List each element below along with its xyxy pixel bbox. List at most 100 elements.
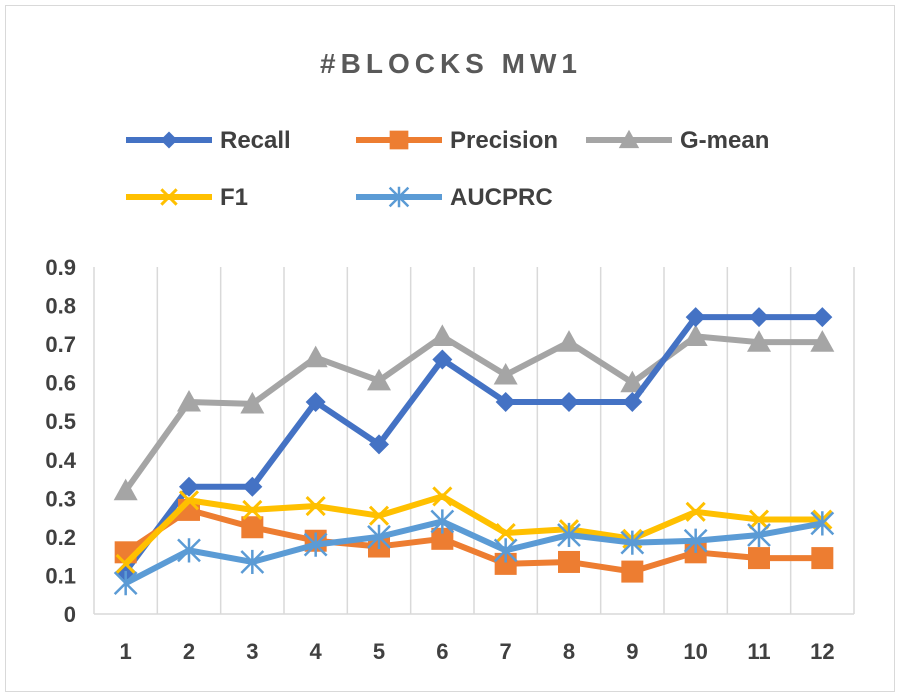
data-point (685, 501, 706, 522)
data-point (241, 516, 264, 539)
x-tick-label: 4 (310, 639, 323, 664)
legend-item: G-mean (586, 127, 769, 154)
data-point (495, 391, 516, 412)
x-tick-label: 7 (500, 639, 512, 664)
series-recall (115, 307, 833, 582)
y-tick-label: 0.7 (45, 332, 76, 357)
data-point (622, 391, 643, 412)
series-line (123, 333, 823, 493)
data-point (811, 547, 834, 570)
data-point (179, 476, 199, 497)
data-point (812, 307, 833, 328)
data-point (430, 509, 455, 534)
data-point (493, 362, 518, 385)
y-axis: 0 0.1 0.2 0.3 0.4 0.5 0.6 0.7 0.8 0.9 (45, 255, 76, 627)
data-point (368, 505, 390, 526)
x-tick-label: 9 (626, 639, 638, 664)
plot-area (113, 307, 835, 596)
y-tick-label: 0.2 (45, 525, 76, 550)
data-point (749, 307, 769, 328)
data-point (431, 527, 454, 550)
data-point (303, 345, 328, 368)
legend-item: F1 (126, 184, 248, 211)
data-point (747, 522, 771, 548)
x-tick-label: 12 (810, 639, 834, 664)
y-tick-label: 0.8 (45, 294, 76, 319)
series-g-mean (113, 324, 835, 501)
series-line (123, 493, 823, 566)
data-point (240, 391, 265, 414)
data-point (494, 552, 517, 575)
legend-marker (160, 131, 178, 149)
legend-label: Recall (220, 127, 291, 154)
data-point (240, 549, 265, 575)
data-point (432, 349, 453, 370)
chart-title: #BLOCKS MW1 (320, 48, 582, 79)
y-tick-label: 0.5 (45, 409, 76, 434)
series-line (124, 518, 823, 586)
data-point (810, 511, 835, 536)
data-point (685, 307, 706, 328)
legend-item: AUCPRC (356, 184, 553, 211)
data-point (303, 532, 328, 557)
y-tick-label: 0.6 (45, 371, 76, 396)
legend-label: G-mean (680, 127, 769, 154)
series-line (123, 314, 823, 574)
data-point (369, 434, 389, 455)
legend-marker (160, 188, 178, 206)
data-point (748, 547, 770, 570)
data-point (113, 571, 138, 596)
data-point (177, 538, 201, 563)
x-tick-label: 10 (683, 639, 707, 664)
data-point (493, 538, 518, 563)
data-point (683, 528, 708, 553)
x-tick-label: 3 (246, 639, 258, 664)
chart-frame: #BLOCKS MW1 Recall Precision G-mean F1 AUCPR… (5, 5, 895, 692)
y-tick-label: 0.9 (45, 255, 76, 280)
series-aucprc (113, 509, 835, 596)
legend-label: Precision (450, 127, 558, 154)
data-point (430, 324, 455, 346)
x-tick-label: 5 (373, 639, 385, 664)
data-point (177, 389, 201, 412)
data-point (242, 476, 263, 497)
data-point (621, 560, 644, 583)
data-point (620, 370, 645, 393)
y-tick-label: 0.1 (45, 563, 76, 588)
data-point (557, 522, 581, 548)
data-point (367, 524, 391, 549)
data-point (748, 509, 770, 530)
y-tick-label: 0.3 (45, 486, 76, 511)
chart-svg: #BLOCKS MW1 Recall Precision G-mean F1 AUCPR… (45, 48, 855, 664)
data-point (115, 553, 136, 574)
x-tick-label: 2 (183, 639, 195, 664)
y-tick-label: 0 (64, 602, 76, 627)
x-tick-label: 8 (563, 639, 575, 664)
legend: Recall Precision G-mean F1 AUCPRC (126, 127, 769, 211)
data-point (432, 486, 453, 507)
x-tick-label: 1 (120, 639, 132, 664)
data-point (683, 324, 708, 346)
legend-item: Recall (126, 127, 291, 154)
data-point (810, 330, 835, 352)
data-point (620, 530, 645, 555)
legend-item: Precision (356, 127, 558, 154)
x-tick-label: 6 (436, 639, 448, 664)
data-point (557, 330, 581, 352)
data-point (178, 490, 200, 511)
data-point (305, 391, 326, 412)
x-tick-label: 11 (747, 639, 770, 664)
data-point (305, 495, 326, 517)
legend-marker (389, 130, 409, 150)
data-point (113, 478, 138, 501)
legend-marker (618, 129, 640, 149)
legend-label: AUCPRC (450, 184, 553, 211)
data-point (558, 550, 580, 573)
x-axis: 1 2 3 4 5 6 7 8 9 10 11 12 (120, 639, 835, 664)
data-point (495, 522, 516, 544)
data-point (367, 368, 391, 391)
data-point (559, 391, 579, 412)
legend-marker (388, 186, 410, 208)
y-tick-label: 0.4 (45, 448, 76, 473)
data-point (747, 330, 771, 352)
